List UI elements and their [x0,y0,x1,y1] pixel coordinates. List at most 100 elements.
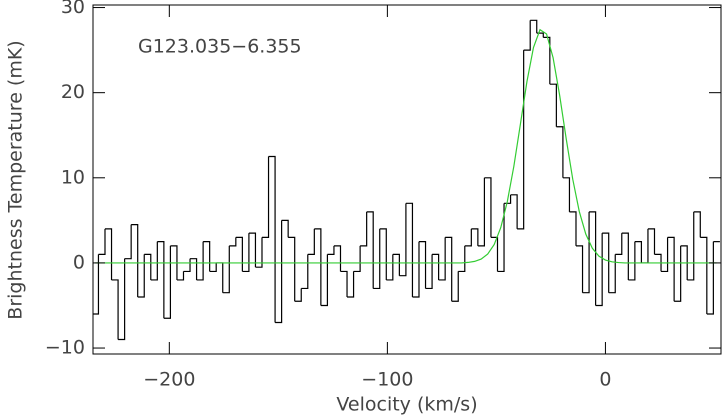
spectrum-step [137,254,145,298]
spectrum-step [628,241,636,281]
spectrum-step [451,271,459,302]
spectrum-step [366,211,374,289]
spectrum-step [275,220,283,324]
spectrum-step [373,228,381,290]
spectrum-step [314,228,322,306]
spectrum-step [176,271,185,281]
spectrum-step [438,237,446,281]
spectrum-step [131,224,139,297]
spectrum-step [615,233,623,256]
plot-frame [92,4,722,355]
spectrum-step [320,254,329,307]
spectrum-step [667,236,675,302]
spectrum-step [307,228,315,256]
spectrum-step [418,241,427,289]
spectrum-step [634,241,643,263]
spectrum-step [294,288,302,302]
spectrum-step [98,228,106,256]
spectrum-step [504,194,512,204]
spectrum-step [118,258,126,341]
spectrum-step [360,211,368,247]
spectrum-step [477,177,486,247]
spectrum-step [432,253,440,280]
spectrum-step [222,245,230,294]
spectrum-step [621,232,629,280]
spectrum-step [242,233,250,273]
spectrum-step [261,156,270,238]
spectrum-step [471,228,479,246]
spectrum-step [530,19,538,34]
spectrum-step [392,253,400,276]
x-tick-label: −200 [143,369,195,391]
spectrum-step [248,232,257,268]
spectrum-step [333,245,342,272]
x-tick-label: −100 [361,369,413,391]
spectrum-step [209,262,217,273]
spectrum-step [399,203,407,277]
spectrum-step [445,236,453,302]
spectrum-step [111,279,119,340]
spectrum-step [608,254,616,294]
y-axis-label: Brightness Temperature (mK) [5,40,27,319]
y-tick-label: 20 [61,81,85,103]
spectrum-step [706,241,714,315]
spectrum-step [301,254,309,290]
spectrum-step [562,177,571,212]
spectrum-step [281,219,289,238]
spectrum-step [144,253,152,280]
spectrum-step [163,245,172,319]
spectrum-step [216,262,224,293]
spectrum-step [124,224,132,260]
y-tick-label: 0 [73,251,85,273]
spectrum-step [353,245,361,273]
spectrum-step [517,50,525,230]
spectrum-step [543,36,551,85]
y-tick-label: 10 [61,166,85,188]
spectrum-step [347,271,355,298]
spectrum-step [93,254,100,315]
spectrum-step [556,126,564,178]
spectrum-step [654,253,662,272]
spectrum-step [104,228,113,280]
spectrum-step [183,258,191,273]
spectrum-step [425,254,433,290]
spectrum-step [229,237,237,247]
y-tick-label: 30 [61,0,85,18]
spectrum-step [582,211,590,294]
spectrum-step [379,228,387,280]
spectrum-step [490,236,499,272]
spectrum-step [170,245,178,280]
spectrum-step [190,258,198,280]
x-axis-label: Velocity (km/s) [336,394,477,416]
spectrum-step [700,236,708,314]
annotation: G123.035−6.355 [138,36,302,58]
spectrum-step [693,211,701,238]
spectrum-step [235,236,243,272]
spectrum-step [497,203,505,273]
spectrum-step [602,232,610,293]
spectrum-step [647,228,656,255]
spectrum-step [661,237,669,273]
spectrum-step [327,245,335,256]
spectrum-step [150,241,158,281]
spectrum-step [255,237,263,268]
spectrum-step [288,236,296,302]
spectrum-step [674,245,682,302]
spectrum-step [575,245,584,293]
spectrum-step [386,254,394,281]
spectrum-step [203,241,211,272]
spectrum-step [589,211,597,306]
plot-area [93,19,720,341]
spectrum-step [412,241,420,298]
spectrum-step [157,241,165,319]
spectrum-step [510,194,518,229]
spectrum-step [687,211,695,281]
spectrum-step [595,233,603,307]
y-tick-label: −10 [45,337,85,359]
spectrum-step [458,245,466,273]
spectrum-step [484,177,492,238]
spectrum-step [196,241,204,281]
spectrum-step [464,228,472,247]
spectrum-step [405,202,414,297]
spectrum-step [549,83,557,127]
